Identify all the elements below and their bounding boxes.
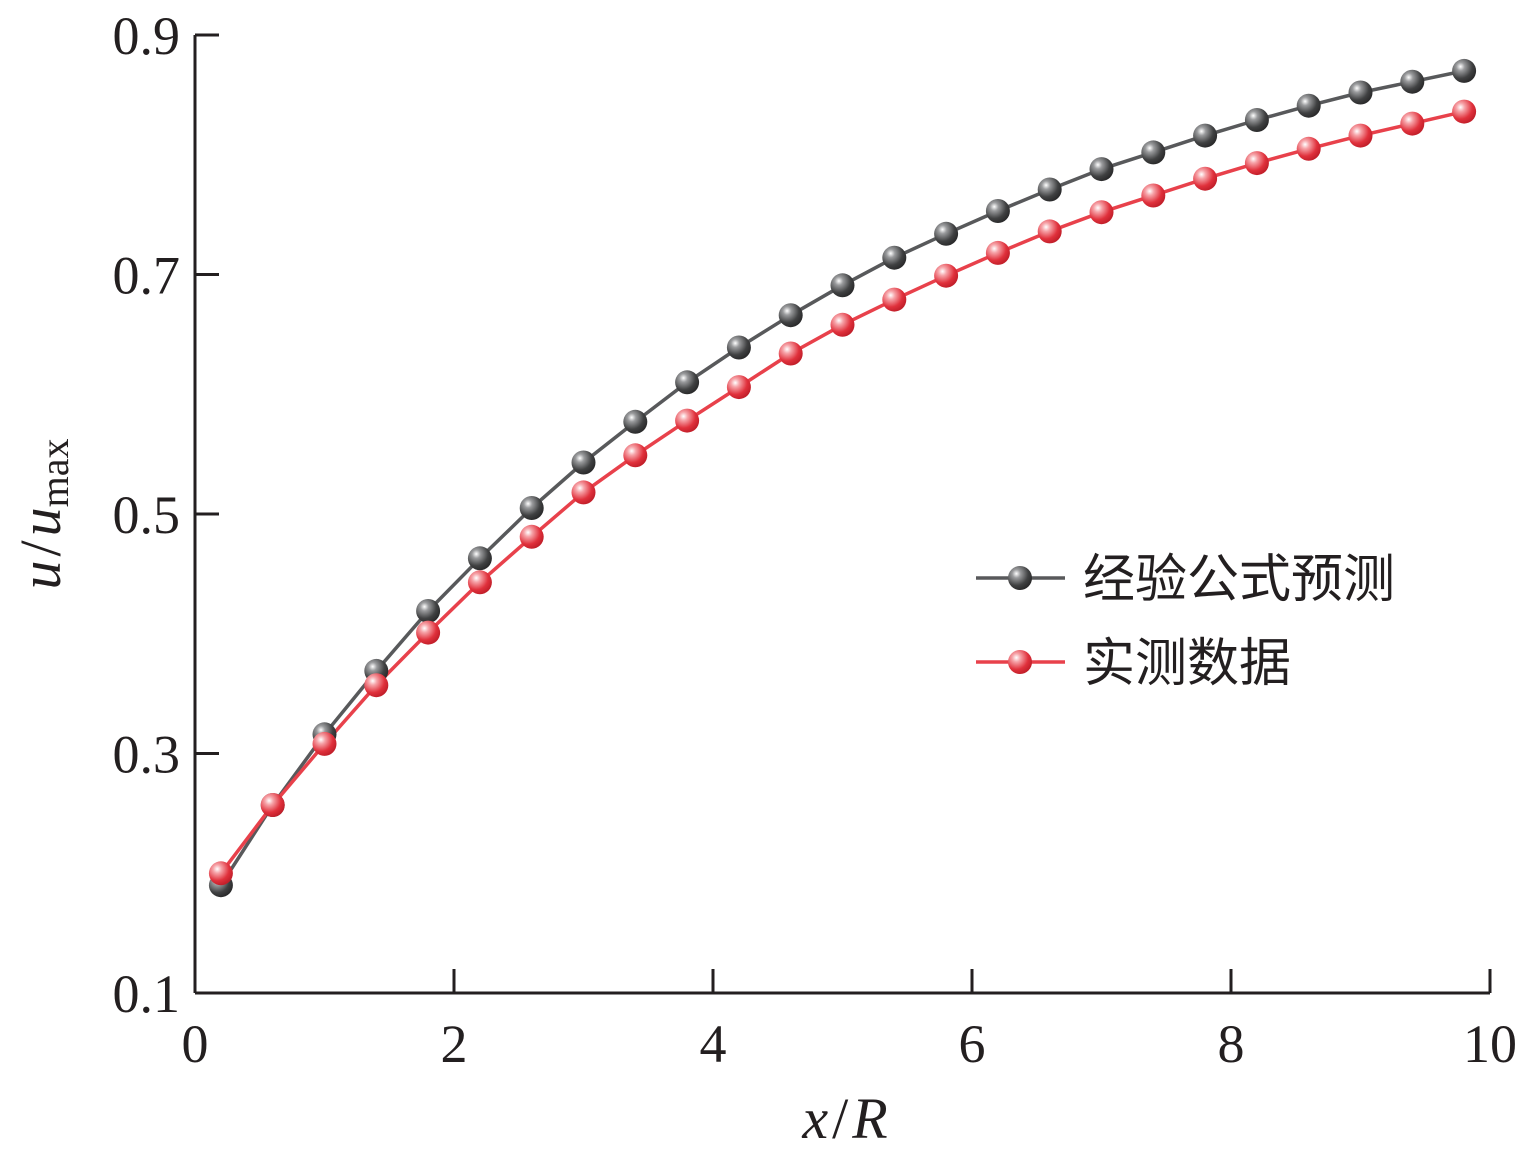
y-tick-label: 0.5 (113, 485, 181, 545)
axes (193, 35, 1490, 995)
data-point (364, 673, 389, 698)
data-point (726, 335, 751, 360)
data-point (1089, 200, 1114, 225)
data-point (882, 287, 907, 312)
data-point (1193, 123, 1218, 148)
x-tick-label: 8 (1218, 1014, 1245, 1074)
data-point (1089, 157, 1114, 182)
legend: 经验公式预测 实测数据 (976, 550, 1395, 694)
data-point (623, 443, 648, 468)
data-point (1193, 166, 1218, 191)
series-line-0 (219, 69, 1465, 887)
data-point (519, 524, 544, 549)
data-point (312, 731, 337, 756)
y-tick-label: 0.7 (113, 246, 181, 306)
legend-label-1: 实测数据 (1083, 634, 1291, 694)
data-point (675, 370, 700, 395)
data-point (208, 861, 233, 886)
x-tick-label: 0 (182, 1014, 209, 1074)
x-ticks: 0 2 4 6 8 10 (182, 969, 1517, 1074)
data-point (467, 546, 492, 571)
data-point (830, 312, 855, 337)
y-axis-label: u/umax (8, 439, 77, 590)
series-points-0 (208, 58, 1477, 898)
data-point (1452, 99, 1477, 124)
x-tick-label: 2 (441, 1014, 468, 1074)
legend-marker-0 (1008, 566, 1032, 590)
x-axis-label: x/R (801, 1086, 887, 1151)
y-tick-label: 0.1 (113, 964, 181, 1024)
series-layer (208, 58, 1477, 898)
data-point (1400, 69, 1425, 94)
data-point (623, 409, 648, 434)
data-point (778, 303, 803, 328)
data-point (1037, 219, 1062, 244)
x-tick-label: 10 (1463, 1014, 1517, 1074)
data-point (1244, 108, 1269, 132)
data-point (571, 450, 596, 475)
y-tick-label: 0.3 (113, 725, 181, 785)
data-point (985, 240, 1010, 265)
data-point (882, 245, 907, 270)
data-point (260, 793, 285, 817)
data-point (1348, 123, 1373, 148)
data-point (985, 199, 1010, 223)
data-point (1400, 111, 1425, 136)
legend-label-0: 经验公式预测 (1083, 550, 1395, 610)
data-point (416, 599, 441, 623)
y-ticks: 0.1 0.3 0.5 0.7 0.9 (113, 6, 219, 1024)
data-point (1244, 151, 1269, 176)
data-point (571, 480, 596, 505)
data-point (1141, 140, 1166, 165)
legend-item-1: 实测数据 (976, 634, 1291, 694)
y-tick-label: 0.9 (113, 6, 181, 66)
data-point (778, 341, 803, 366)
data-point (416, 620, 441, 645)
data-point (934, 263, 959, 288)
data-point (1296, 136, 1321, 161)
legend-marker-1 (1008, 650, 1032, 674)
data-point (1141, 183, 1166, 208)
x-tick-label: 6 (959, 1014, 986, 1074)
data-point (519, 496, 544, 520)
data-point (1348, 80, 1373, 105)
data-point (1037, 177, 1062, 202)
data-point (830, 273, 855, 298)
data-point (1452, 58, 1477, 83)
data-point (1296, 93, 1321, 118)
data-point (675, 408, 700, 433)
data-point (467, 570, 492, 595)
data-point (934, 221, 959, 246)
x-tick-label: 4 (700, 1014, 727, 1074)
series-points-1 (208, 99, 1477, 886)
legend-item-0: 经验公式预测 (976, 550, 1395, 610)
series-line-1 (219, 109, 1465, 875)
data-point (726, 375, 751, 400)
